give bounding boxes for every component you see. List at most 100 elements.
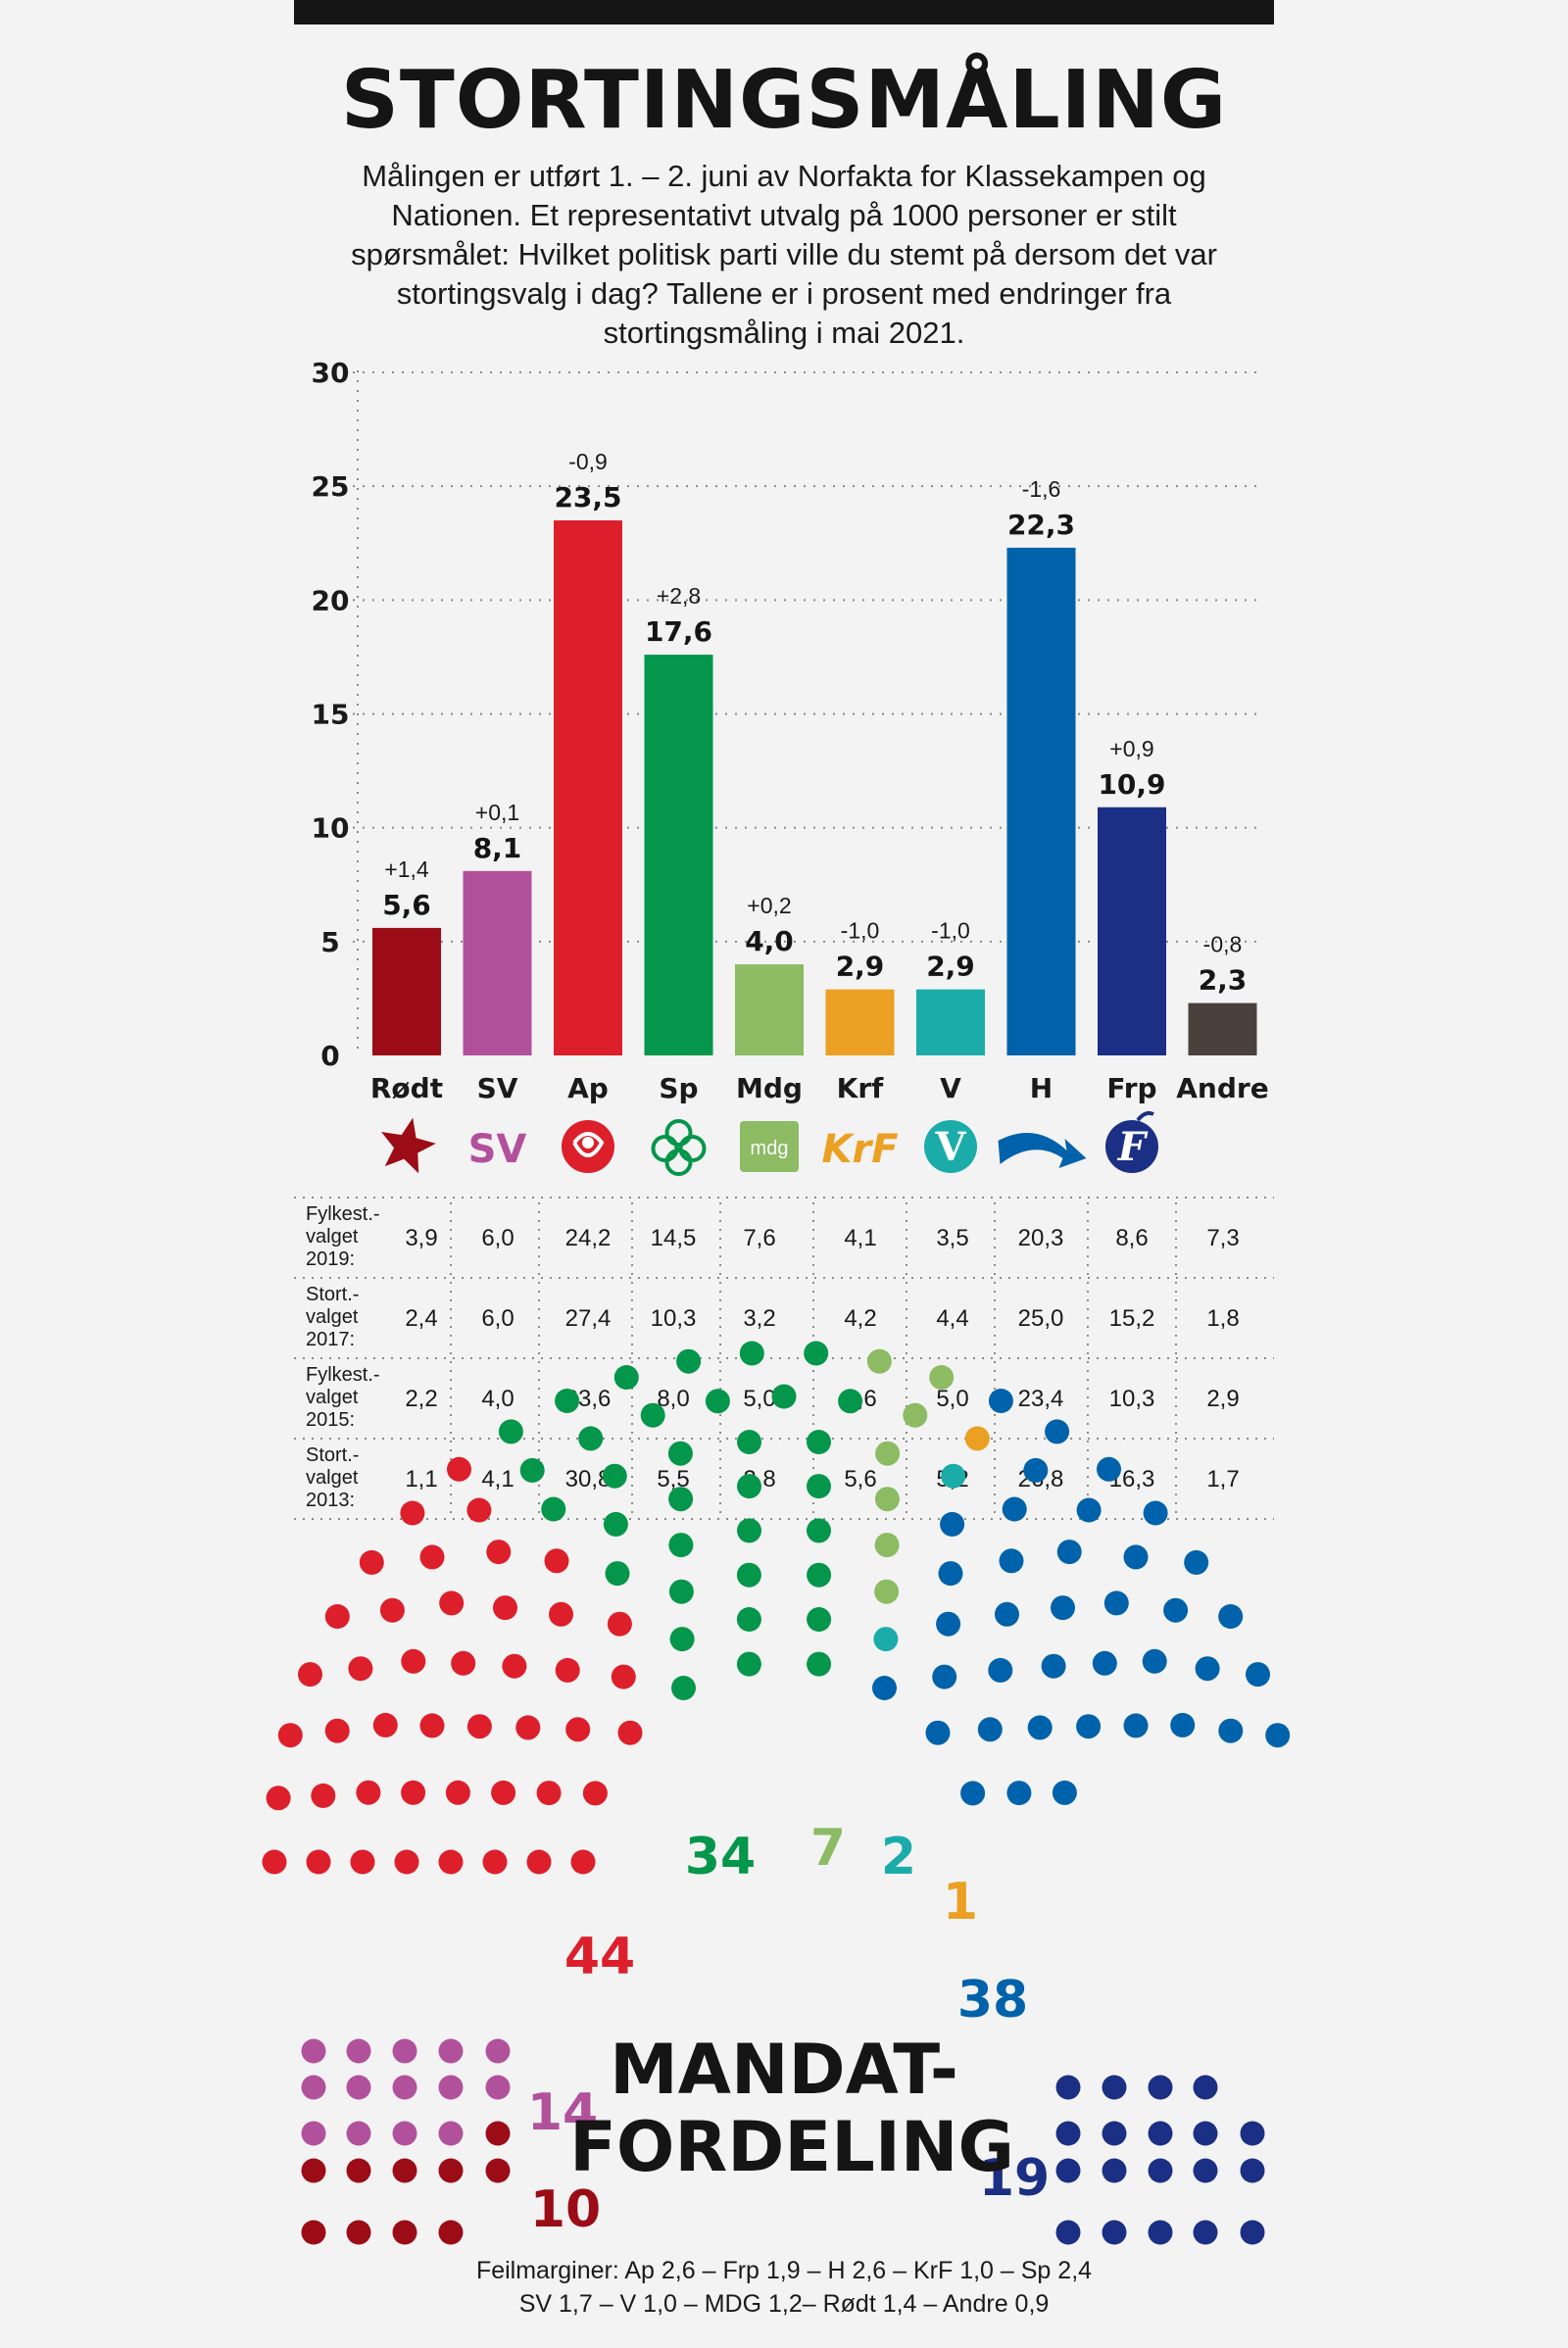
- seat-Sp: [739, 1341, 764, 1366]
- seat-Sp: [519, 1457, 545, 1483]
- y-tick-label: 25: [312, 470, 350, 503]
- seat-Sp: [603, 1511, 628, 1537]
- table-cell: 6,0: [481, 1225, 514, 1251]
- table-cell: 1,1: [405, 1466, 437, 1492]
- seat-Ap: [277, 1723, 303, 1748]
- table-cell: 27,4: [565, 1305, 612, 1332]
- seat-Mdg: [929, 1365, 955, 1390]
- seat-Mdg: [875, 1441, 901, 1466]
- table-cell: 4,4: [936, 1305, 968, 1332]
- seat-SV: [346, 2038, 371, 2064]
- seat-Mdg: [903, 1402, 928, 1428]
- seat-Sp: [737, 1518, 761, 1543]
- seat-Ap: [582, 1781, 608, 1806]
- party-label: Frp: [1106, 1072, 1156, 1104]
- seat-Frp: [1102, 2220, 1127, 2245]
- seat-Ap: [401, 1648, 426, 1674]
- bar-sp: [644, 655, 713, 1055]
- seat-Ap: [266, 1785, 291, 1811]
- change-label: +0,9: [1109, 736, 1153, 761]
- seat-Rødt: [392, 2158, 417, 2183]
- seat-Rødt: [301, 2220, 326, 2245]
- seat-H: [1051, 1595, 1075, 1621]
- v-logo: V: [924, 1120, 977, 1173]
- table-cell: 3,5: [936, 1225, 968, 1251]
- seat-count-krf: 1: [943, 1873, 978, 1932]
- row-label: valget: [306, 1387, 359, 1408]
- mdg-logo: mdg: [740, 1121, 799, 1172]
- change-label: +0,2: [747, 893, 791, 918]
- seat-Sp: [667, 1441, 693, 1466]
- seat-H: [1092, 1650, 1117, 1676]
- seat-Frp: [1193, 2220, 1218, 2245]
- mandat-title-line-2: FORDELING: [569, 2107, 1014, 2187]
- seat-Frp: [1193, 2075, 1218, 2100]
- seat-Sp: [676, 1348, 702, 1374]
- change-label: -0,8: [1203, 932, 1243, 957]
- table-cell: 14,5: [651, 1225, 697, 1251]
- seat-Frp: [1102, 2075, 1127, 2100]
- change-label: -0,9: [568, 449, 608, 474]
- seat-SV: [392, 2121, 417, 2146]
- h-logo: [998, 1133, 1087, 1168]
- table-cell: 23,4: [1018, 1386, 1064, 1412]
- y-tick-label: 10: [312, 812, 350, 845]
- party-labels: Rødt SV Ap Sp Mdg Krf V H Frp Andre: [370, 1072, 1269, 1104]
- seat-H: [932, 1664, 957, 1689]
- seat-Frp: [1240, 2121, 1265, 2146]
- seat-Frp: [1102, 2158, 1127, 2183]
- party-label: Mdg: [736, 1072, 803, 1104]
- seat-H: [1076, 1714, 1102, 1739]
- table-cell: 2,9: [1206, 1386, 1239, 1412]
- seat-Ap: [536, 1781, 562, 1806]
- seat-Ap: [401, 1780, 426, 1805]
- table-cell: 6,0: [481, 1305, 514, 1332]
- seat-Sp: [668, 1579, 694, 1604]
- table-cell: 7,6: [743, 1225, 775, 1251]
- rodt-logo: [381, 1117, 436, 1174]
- seat-H: [936, 1611, 961, 1637]
- mandat-title: MANDAT- FORDELING: [569, 2030, 1014, 2187]
- bar-sv: [463, 870, 532, 1055]
- value-label: 2,9: [926, 951, 975, 983]
- seat-Ap: [611, 1664, 636, 1689]
- table-cell: 4,1: [844, 1225, 876, 1251]
- seat-H: [977, 1717, 1003, 1742]
- seat-Frp: [1193, 2121, 1218, 2146]
- row-label: 2015:: [306, 1409, 355, 1431]
- sv-logo: SV: [468, 1127, 527, 1172]
- seat-Sp: [838, 1389, 863, 1414]
- party-label: H: [1030, 1072, 1053, 1104]
- table-cell: 24,2: [565, 1225, 612, 1251]
- seat-count-v: 2: [881, 1828, 916, 1886]
- mandat-title-line-1: MANDAT-: [610, 2030, 958, 2110]
- seat-H: [1097, 1456, 1121, 1482]
- frp-logo: F: [1105, 1110, 1158, 1173]
- seat-Mdg: [874, 1487, 900, 1512]
- table-cell: 10,3: [651, 1305, 697, 1332]
- bar-h: [1006, 547, 1076, 1055]
- seat-Rødt: [392, 2220, 417, 2245]
- seat-SV: [392, 2038, 417, 2064]
- change-label: -1,0: [841, 918, 880, 944]
- seat-Sp: [807, 1651, 832, 1677]
- table-cell: 3,2: [743, 1305, 775, 1332]
- seat-Frp: [1148, 2075, 1173, 2100]
- seat-Sp: [668, 1487, 694, 1512]
- y-axis-ticks: 0 5 10 15 20 25 30: [312, 357, 350, 1072]
- table-cell: 4,2: [844, 1305, 876, 1332]
- seat-H: [960, 1781, 986, 1806]
- bar-andre: [1188, 1003, 1257, 1055]
- seat-Frp: [1193, 2158, 1218, 2183]
- row-label: 2013:: [306, 1490, 355, 1511]
- seat-Ap: [502, 1653, 527, 1679]
- seat-Sp: [737, 1430, 761, 1454]
- seat-H: [1246, 1662, 1270, 1688]
- seat-Rødt: [346, 2158, 371, 2183]
- seat-Ap: [419, 1544, 445, 1570]
- seat-Sp: [671, 1676, 696, 1700]
- seat-H: [1045, 1419, 1070, 1444]
- seat-Ap: [515, 1715, 541, 1740]
